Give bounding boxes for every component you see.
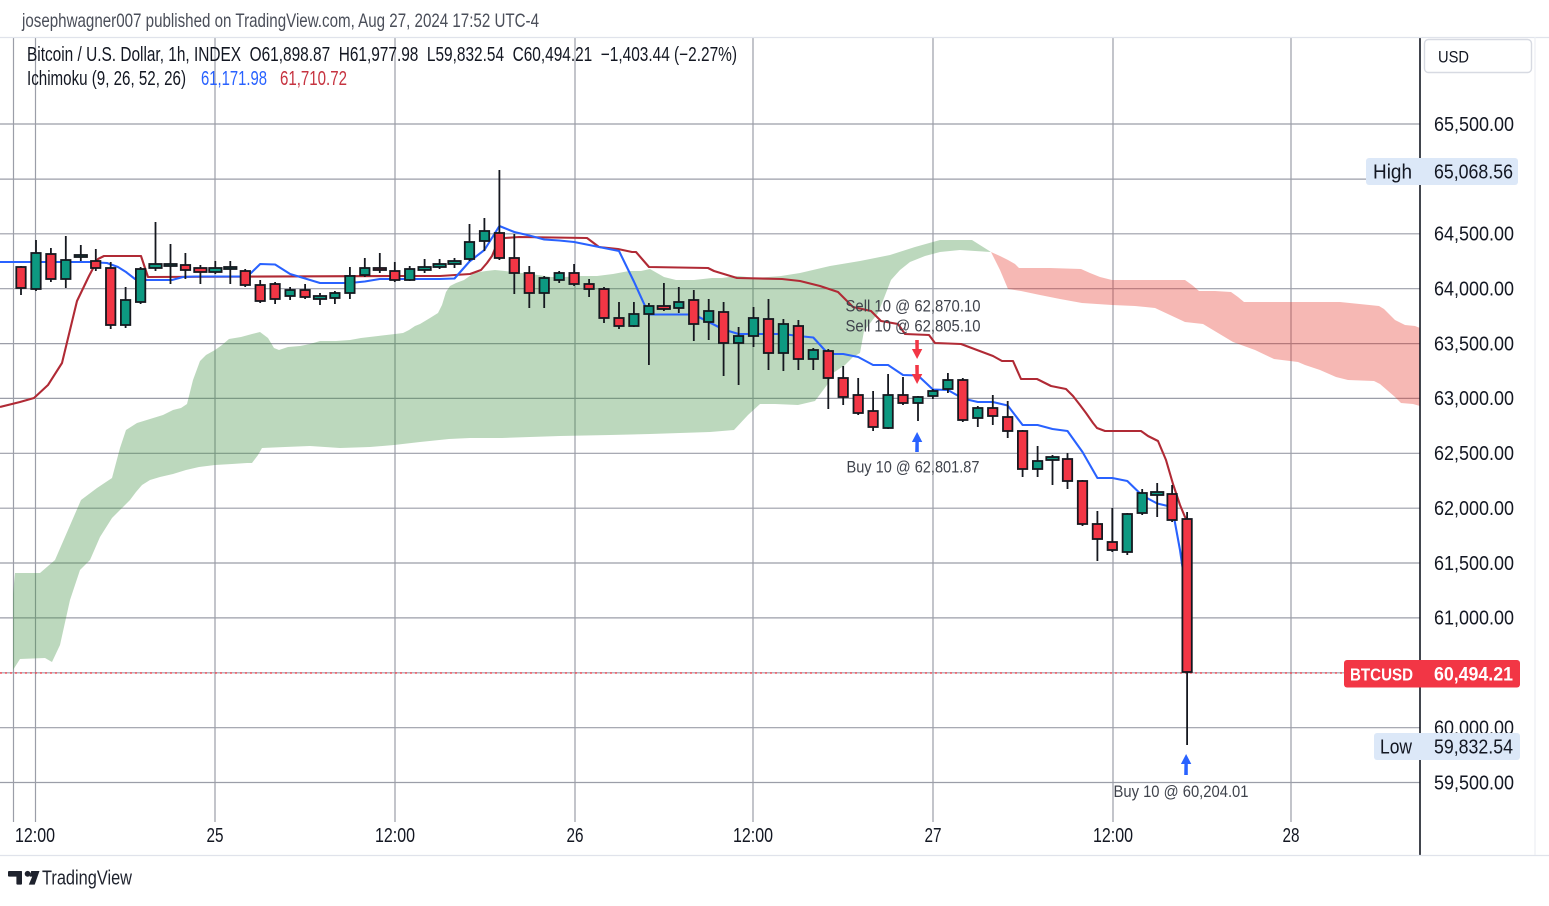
svg-text:60,494.21: 60,494.21 bbox=[1434, 665, 1513, 686]
svg-text:12:00: 12:00 bbox=[1093, 825, 1133, 847]
svg-text:12:00: 12:00 bbox=[375, 825, 415, 847]
svg-text:59,832.54: 59,832.54 bbox=[1434, 736, 1513, 758]
svg-text:26: 26 bbox=[567, 825, 584, 847]
svg-text:Buy 10 @ 60,204.01: Buy 10 @ 60,204.01 bbox=[1114, 782, 1249, 801]
svg-text:62,500.00: 62,500.00 bbox=[1434, 443, 1514, 465]
svg-text:12:00: 12:00 bbox=[733, 825, 773, 847]
svg-text:28: 28 bbox=[1283, 825, 1300, 847]
svg-text:63,500.00: 63,500.00 bbox=[1434, 333, 1514, 355]
svg-text:64,500.00: 64,500.00 bbox=[1434, 224, 1514, 246]
svg-text:64,000.00: 64,000.00 bbox=[1434, 279, 1514, 301]
svg-text:63,000.00: 63,000.00 bbox=[1434, 388, 1514, 410]
svg-text:josephwagner007 published on T: josephwagner007 published on TradingView… bbox=[21, 10, 539, 32]
svg-text:Buy 10 @ 62,801.87: Buy 10 @ 62,801.87 bbox=[847, 458, 980, 477]
svg-text:62,000.00: 62,000.00 bbox=[1434, 498, 1514, 520]
svg-text:59,500.00: 59,500.00 bbox=[1434, 772, 1514, 794]
svg-text:Ichimoku (9, 26, 52, 26): Ichimoku (9, 26, 52, 26) bbox=[27, 68, 186, 90]
svg-text:Sell 10 @ 62,870.10: Sell 10 @ 62,870.10 bbox=[846, 297, 981, 316]
svg-text:65,500.00: 65,500.00 bbox=[1434, 114, 1514, 136]
svg-text:25: 25 bbox=[207, 825, 224, 847]
svg-text:Bitcoin / U.S. Dollar, 1h, IND: Bitcoin / U.S. Dollar, 1h, INDEX O61,898… bbox=[27, 44, 737, 66]
svg-text:Low: Low bbox=[1380, 736, 1412, 758]
svg-text:27: 27 bbox=[925, 825, 942, 847]
svg-text:BTCUSD: BTCUSD bbox=[1350, 665, 1413, 685]
svg-text:61,710.72: 61,710.72 bbox=[280, 68, 347, 90]
svg-text:TradingView: TradingView bbox=[42, 868, 132, 890]
svg-text:Sell 10 @ 62,805.10: Sell 10 @ 62,805.10 bbox=[846, 317, 981, 336]
svg-text:61,171.98: 61,171.98 bbox=[201, 68, 267, 90]
svg-text:12:00: 12:00 bbox=[15, 825, 55, 847]
svg-text:61,000.00: 61,000.00 bbox=[1434, 608, 1514, 630]
svg-text:65,068.56: 65,068.56 bbox=[1434, 161, 1513, 183]
svg-text:High: High bbox=[1373, 161, 1412, 183]
svg-text:USD: USD bbox=[1438, 49, 1469, 67]
svg-text:61,500.00: 61,500.00 bbox=[1434, 553, 1514, 575]
